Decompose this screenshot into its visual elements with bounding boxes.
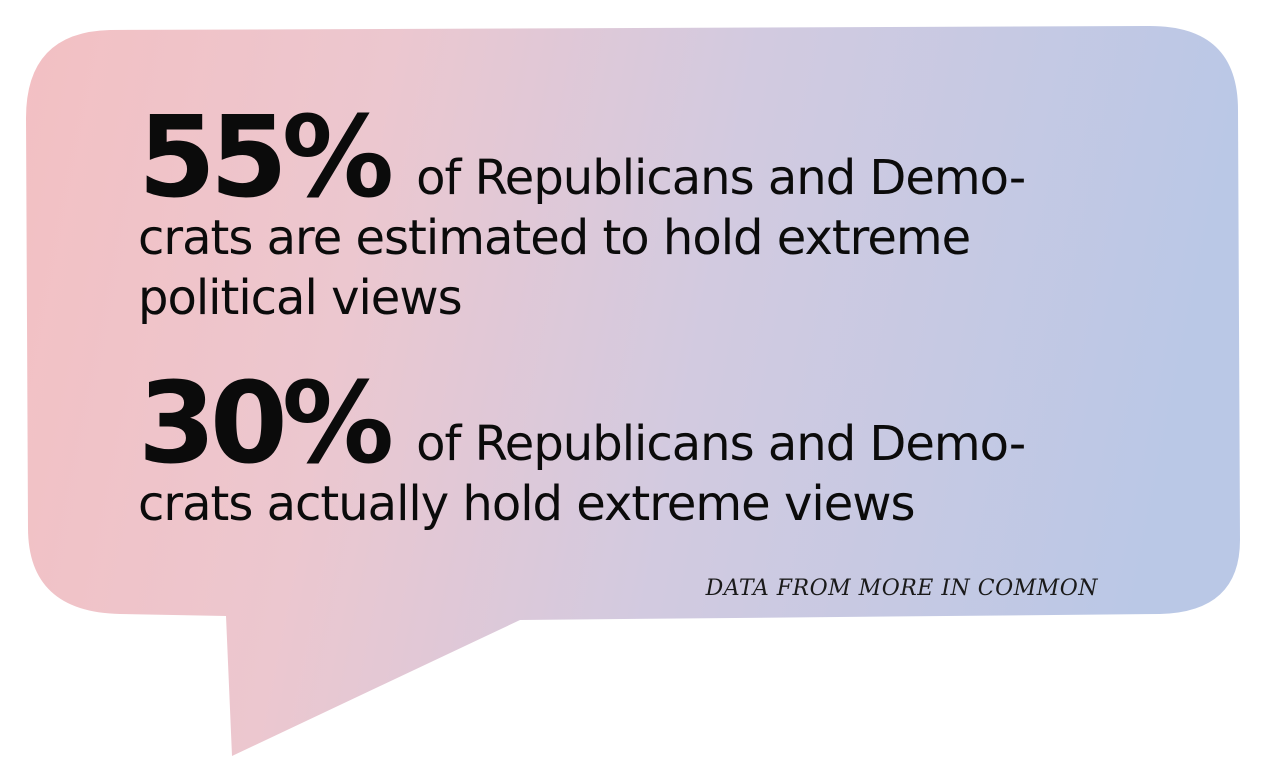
stat-text-line: crats actually hold extreme views [138, 476, 915, 532]
stat-text-line: of Republicans and Demo- [416, 416, 1026, 472]
stat-text-line: of Republicans and Demo- [416, 150, 1026, 206]
source-credit: DATA FROM MORE IN COMMON [705, 576, 1098, 601]
stat-percent: 30% [138, 359, 394, 489]
stat-first-line: 30% of Republicans and Demo- [138, 354, 1138, 489]
statistic-estimated: 55% of Republicans and Demo- crats are e… [138, 88, 1138, 328]
speech-bubble-shape [26, 26, 1240, 756]
stat-first-line: 55% of Republicans and Demo- [138, 88, 1138, 223]
statistic-actual: 30% of Republicans and Demo- crats actua… [138, 354, 1138, 534]
stat-text-line: political views [138, 270, 463, 326]
stat-text-line: crats are estimated to hold extreme [138, 210, 971, 266]
stat-percent: 55% [138, 93, 394, 223]
